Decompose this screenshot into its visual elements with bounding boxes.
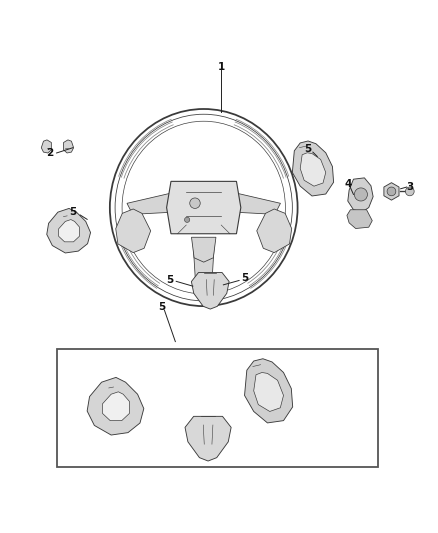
Text: 4: 4 xyxy=(344,179,351,189)
Text: 5: 5 xyxy=(304,144,311,155)
Text: 5: 5 xyxy=(158,302,165,312)
Polygon shape xyxy=(41,140,51,153)
Polygon shape xyxy=(191,237,216,262)
Polygon shape xyxy=(193,238,215,288)
Circle shape xyxy=(190,198,200,208)
Circle shape xyxy=(387,187,396,196)
Polygon shape xyxy=(59,220,79,242)
Polygon shape xyxy=(185,416,231,461)
Polygon shape xyxy=(347,210,372,229)
Polygon shape xyxy=(116,209,151,253)
Circle shape xyxy=(354,188,367,201)
Circle shape xyxy=(406,187,414,196)
Polygon shape xyxy=(87,377,144,435)
Polygon shape xyxy=(292,141,334,196)
Text: 2: 2 xyxy=(46,148,54,158)
Polygon shape xyxy=(127,190,184,214)
Polygon shape xyxy=(384,183,399,200)
Polygon shape xyxy=(47,208,91,253)
Text: 5: 5 xyxy=(242,273,249,283)
Text: 3: 3 xyxy=(406,182,413,192)
Text: 1: 1 xyxy=(218,62,225,72)
Bar xyxy=(57,350,378,467)
Circle shape xyxy=(184,217,190,222)
Polygon shape xyxy=(348,178,373,212)
Polygon shape xyxy=(166,181,241,234)
Polygon shape xyxy=(191,272,229,309)
Polygon shape xyxy=(300,153,326,186)
Polygon shape xyxy=(257,209,292,253)
Polygon shape xyxy=(254,373,283,411)
Polygon shape xyxy=(102,392,129,421)
Polygon shape xyxy=(64,140,74,153)
Polygon shape xyxy=(244,359,293,423)
Text: 5: 5 xyxy=(69,207,76,217)
Polygon shape xyxy=(223,190,280,214)
Text: 5: 5 xyxy=(166,274,174,285)
